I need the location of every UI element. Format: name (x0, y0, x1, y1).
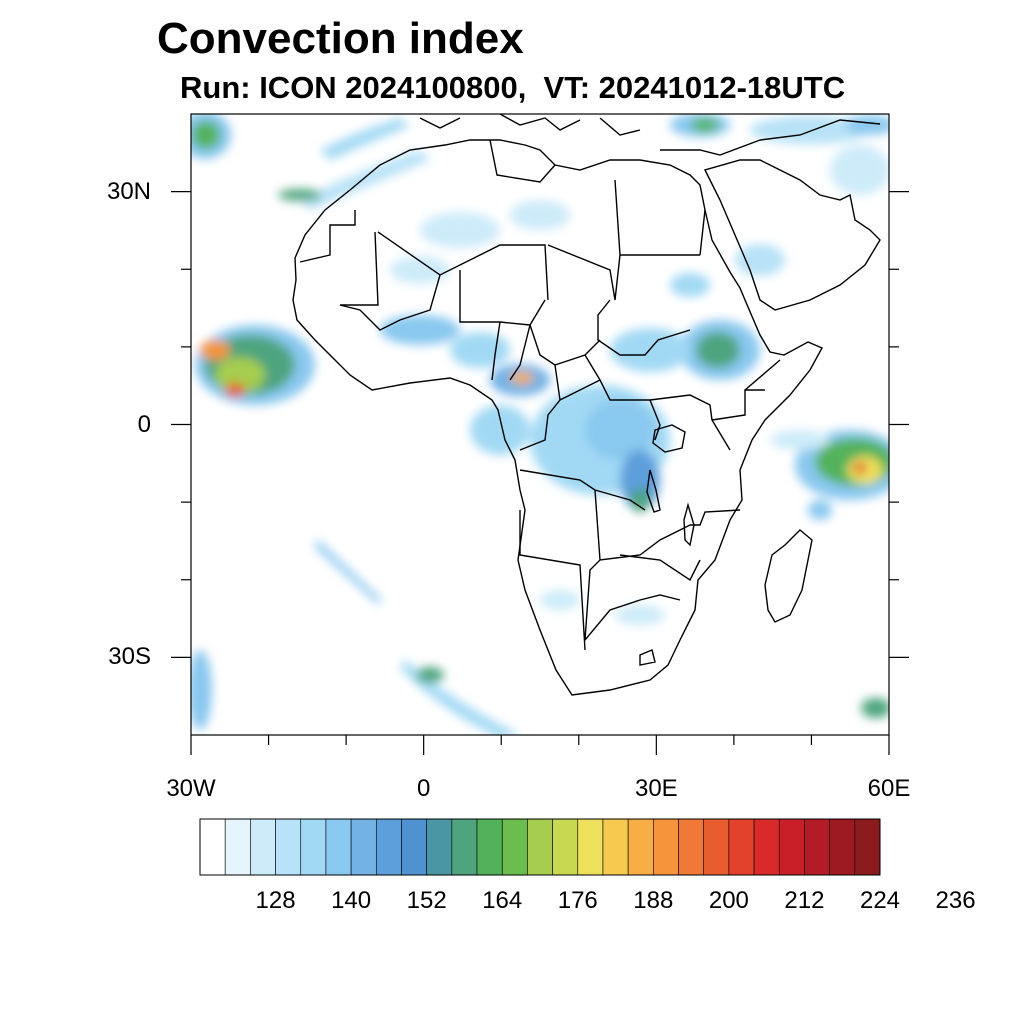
colorbar-label: 140 (331, 887, 372, 914)
y-tick-label: 30N (106, 177, 151, 205)
colorbar-label: 176 (557, 887, 598, 914)
y-tick-label: 30S (108, 643, 151, 671)
colorbar-label: 200 (708, 887, 749, 914)
x-tick-label: 30W (166, 775, 216, 802)
arabia-coastline (703, 159, 881, 311)
africa-coastline (292, 139, 823, 696)
chart-title: Convection index (157, 14, 524, 63)
x-tick-label: 60E (867, 775, 911, 802)
y-tick-label: 0 (137, 410, 151, 438)
colorbar-label: 164 (482, 887, 523, 914)
x-tick-label: 30E (634, 775, 678, 802)
colorbar-label: 128 (255, 887, 296, 914)
colorbar-label: 152 (406, 887, 447, 914)
convection-shading (191, 114, 889, 735)
colorbar-label: 236 (935, 887, 976, 914)
colorbar-label: 212 (784, 887, 825, 914)
axis-ticks (171, 191, 909, 755)
madagascar-coastline (764, 529, 813, 623)
chart-subtitle: Run: ICON 2024100800, VT: 20241012-18UTC (180, 70, 846, 105)
map-outlines (292, 114, 881, 696)
colorbar-label: 188 (633, 887, 674, 914)
colorbar-label: 224 (859, 887, 901, 914)
x-tick-label: 0 (416, 775, 431, 802)
